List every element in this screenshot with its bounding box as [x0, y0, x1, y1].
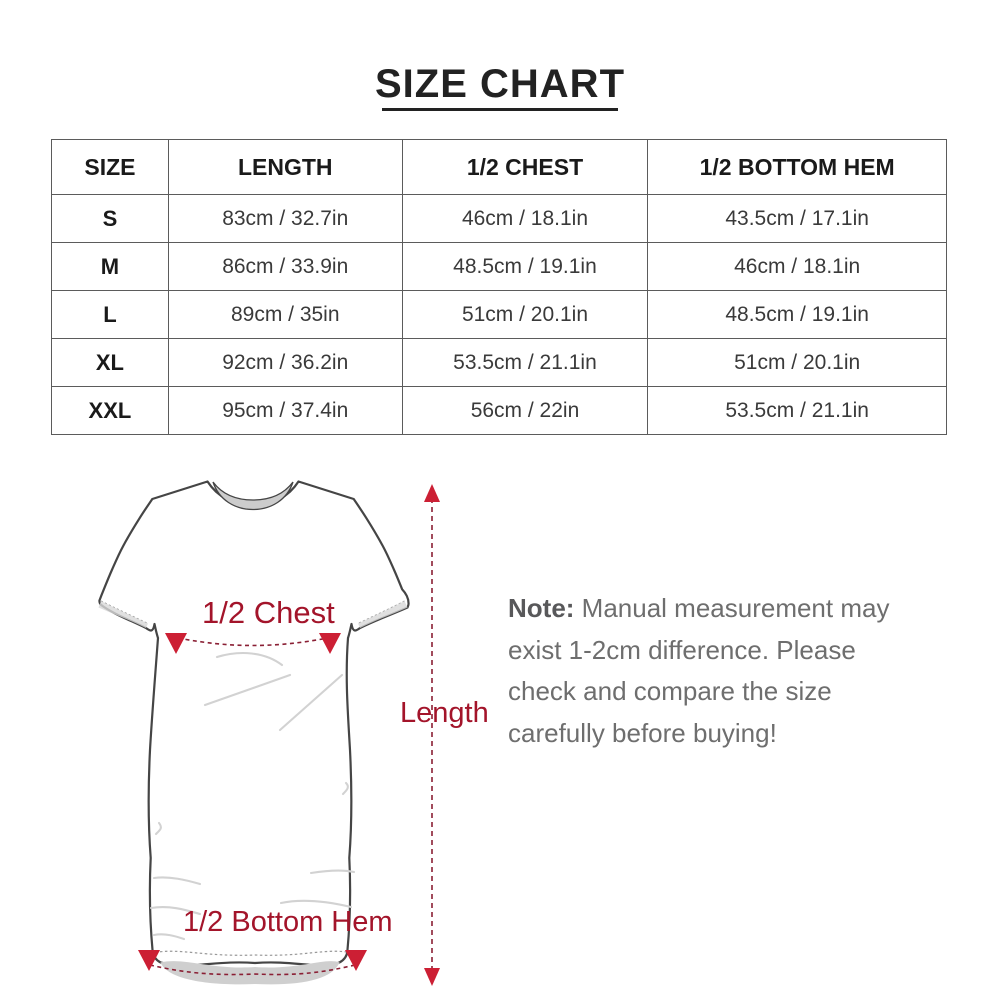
svg-text:1/2 Chest: 1/2 Chest [202, 595, 335, 630]
svg-text:1/2 Bottom Hem: 1/2 Bottom Hem [183, 906, 393, 938]
svg-text:Length: Length [400, 697, 489, 729]
